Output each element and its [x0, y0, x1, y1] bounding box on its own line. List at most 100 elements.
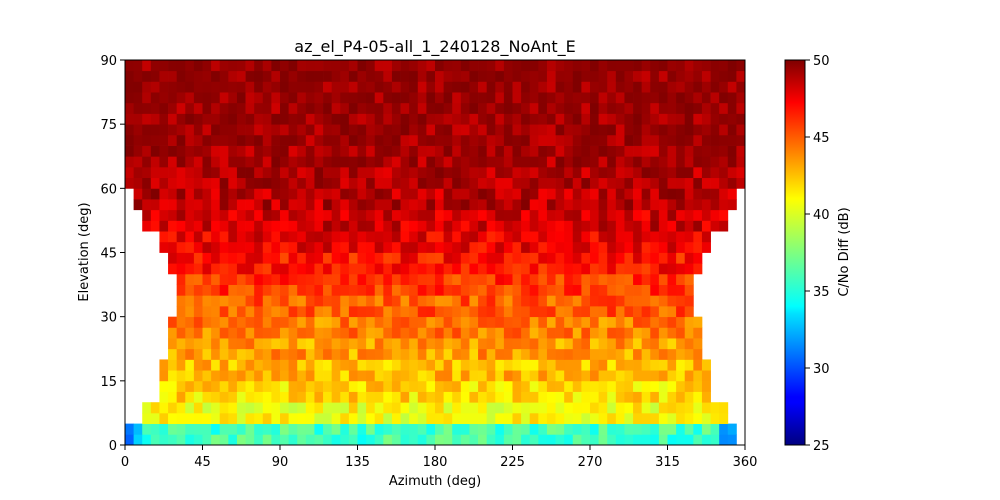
heatmap-cell: [409, 220, 419, 232]
heatmap-cell: [254, 273, 264, 285]
heatmap-cell: [348, 327, 358, 339]
heatmap-cell: [236, 295, 246, 307]
heatmap-cell: [297, 273, 307, 285]
heatmap-cell: [641, 370, 651, 382]
heatmap-cell: [245, 156, 255, 168]
heatmap-cell: [426, 305, 436, 318]
heatmap-cell: [211, 252, 221, 264]
heatmap-cell: [150, 166, 160, 179]
heatmap-cell: [546, 305, 556, 318]
heatmap-cell: [142, 81, 152, 93]
heatmap-cell: [168, 338, 178, 350]
heatmap-cell: [426, 434, 436, 445]
heatmap-cell: [624, 209, 634, 221]
heatmap-cell: [176, 81, 186, 93]
heatmap-cell: [503, 327, 513, 339]
heatmap-cell: [546, 241, 556, 253]
heatmap-cell: [460, 156, 470, 168]
heatmap-cell: [684, 316, 694, 328]
heatmap-cell: [254, 348, 264, 360]
heatmap-cell: [417, 81, 427, 93]
heatmap-cell: [262, 92, 272, 104]
heatmap-cell: [211, 423, 221, 435]
heatmap-cell: [236, 199, 246, 211]
heatmap-cell: [581, 348, 591, 360]
heatmap-cell: [495, 348, 505, 360]
heatmap-cell: [478, 359, 488, 371]
heatmap-cell: [314, 284, 324, 296]
heatmap-cell: [512, 177, 522, 189]
heatmap-cell: [452, 124, 462, 136]
heatmap-cell: [374, 338, 384, 350]
heatmap-cell: [512, 338, 522, 350]
heatmap-cell: [693, 231, 703, 243]
heatmap-cell: [658, 156, 668, 168]
heatmap-cell: [271, 273, 281, 285]
heatmap-cell: [314, 156, 324, 168]
heatmap-cell: [185, 338, 195, 350]
heatmap-cell: [512, 284, 522, 296]
heatmap-cell: [391, 102, 401, 114]
heatmap-cell: [168, 102, 178, 114]
heatmap-cell: [650, 177, 660, 189]
heatmap-cell: [736, 70, 745, 82]
heatmap-cell: [512, 423, 522, 435]
heatmap-cell: [693, 156, 703, 168]
heatmap-cell: [374, 305, 384, 318]
heatmap-cell: [271, 145, 281, 157]
heatmap-cell: [521, 316, 531, 328]
heatmap-cell: [297, 338, 307, 350]
heatmap-cell: [366, 273, 376, 285]
heatmap-cell: [383, 327, 393, 339]
heatmap-cell: [590, 359, 600, 371]
heatmap-cell: [417, 177, 427, 189]
heatmap-cell: [676, 102, 686, 114]
heatmap-cell: [211, 166, 221, 179]
heatmap-cell: [641, 434, 651, 445]
heatmap-cell: [710, 60, 720, 72]
heatmap-cell: [245, 305, 255, 318]
heatmap-cell: [710, 199, 720, 211]
heatmap-cell: [555, 231, 565, 243]
heatmap-cell: [719, 209, 729, 221]
heatmap-cell: [572, 81, 582, 93]
heatmap-cell: [236, 273, 246, 285]
heatmap-cell: [236, 92, 246, 104]
heatmap-cell: [667, 209, 677, 221]
heatmap-cell: [598, 402, 608, 414]
heatmap-cell: [254, 412, 264, 425]
heatmap-cell: [615, 166, 625, 179]
heatmap-cell: [572, 177, 582, 189]
heatmap-cell: [288, 156, 298, 168]
heatmap-cell: [314, 231, 324, 243]
heatmap-cell: [323, 81, 333, 93]
heatmap-cell: [159, 166, 169, 179]
heatmap-cell: [615, 263, 625, 275]
heatmap-cell: [615, 391, 625, 403]
heatmap-cell: [435, 412, 445, 425]
heatmap-cell: [607, 391, 617, 403]
heatmap-cell: [693, 380, 703, 392]
heatmap-cell: [348, 199, 358, 211]
heatmap-cell: [521, 359, 531, 371]
heatmap-cell: [581, 177, 591, 189]
heatmap-cell: [323, 338, 333, 350]
heatmap-cell: [391, 348, 401, 360]
heatmap-cell: [521, 220, 531, 232]
heatmap-cell: [297, 220, 307, 232]
heatmap-cell: [400, 209, 410, 221]
heatmap-cell: [193, 273, 203, 285]
heatmap-cell: [305, 113, 315, 125]
heatmap-cell: [650, 145, 660, 157]
heatmap-cell: [314, 145, 324, 157]
heatmap-cell: [297, 284, 307, 296]
heatmap-cell: [193, 134, 203, 146]
heatmap-cell: [676, 423, 686, 435]
heatmap-cell: [538, 81, 548, 93]
heatmap-cell: [409, 338, 419, 350]
heatmap-cell: [254, 241, 264, 253]
heatmap-cell: [658, 241, 668, 253]
heatmap-cell: [288, 145, 298, 157]
heatmap-cell: [667, 199, 677, 211]
heatmap-cell: [624, 166, 634, 179]
